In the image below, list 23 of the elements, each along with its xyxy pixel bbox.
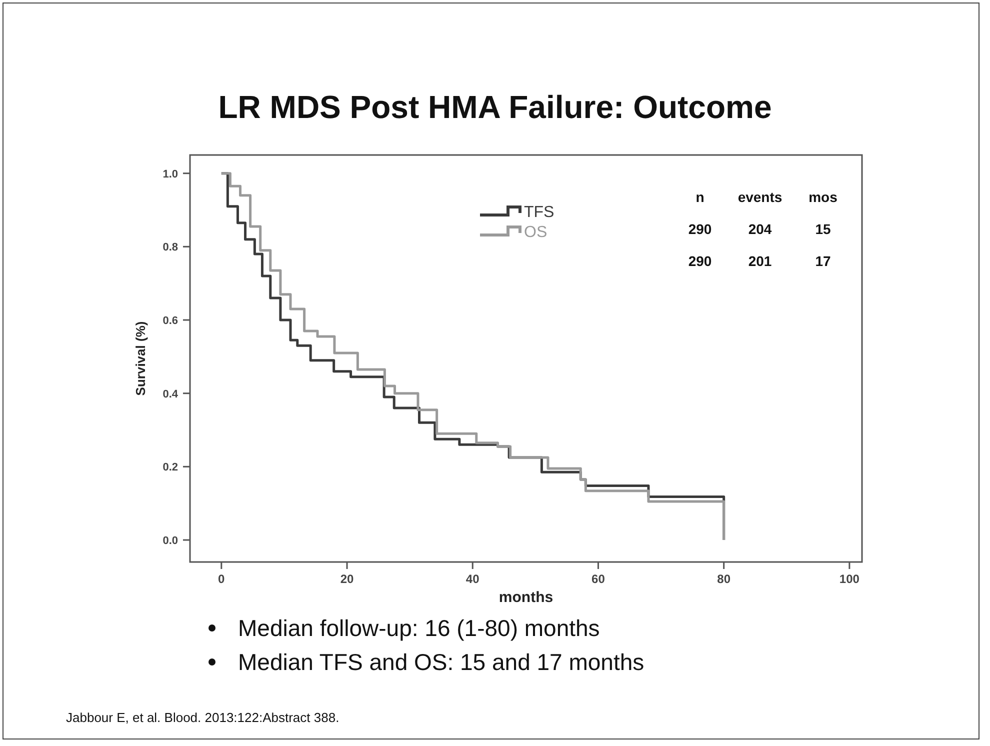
y-axis-title: Survival (%) (133, 321, 148, 396)
y-tick-label: 0.2 (162, 462, 178, 474)
x-tick-label: 80 (717, 572, 731, 586)
chart-title: LR MDS Post HMA Failure: Outcome (218, 89, 772, 125)
x-tick-label: 100 (839, 572, 860, 586)
y-tick-label: 0.4 (162, 388, 179, 400)
text: n events mos (696, 189, 838, 205)
text: Jabbour E, et al. Blood. 2013:122:Abstract 388. (66, 710, 340, 725)
text: 290 201 17 (688, 253, 831, 269)
y-tick-label: 1.0 (162, 168, 178, 180)
x-tick-label: 60 (592, 572, 606, 586)
x-tick-label: 40 (466, 572, 480, 586)
text: 290 204 15 (688, 221, 831, 237)
y-tick-label: 0.8 (162, 242, 178, 254)
x-axis-title: months (498, 589, 554, 606)
y-tick-label: 0.0 (162, 535, 178, 547)
x-tick-label: 0 (218, 572, 226, 586)
text: Median follow-up: 16 (1-80) months (238, 615, 600, 641)
x-tick-label: 20 (340, 572, 354, 586)
y-tick-label: 0.6 (162, 315, 178, 327)
legend-label: OS (524, 224, 548, 241)
text: Median TFS and OS: 15 and 17 months (238, 649, 644, 675)
legend-label: TFS (524, 204, 554, 221)
